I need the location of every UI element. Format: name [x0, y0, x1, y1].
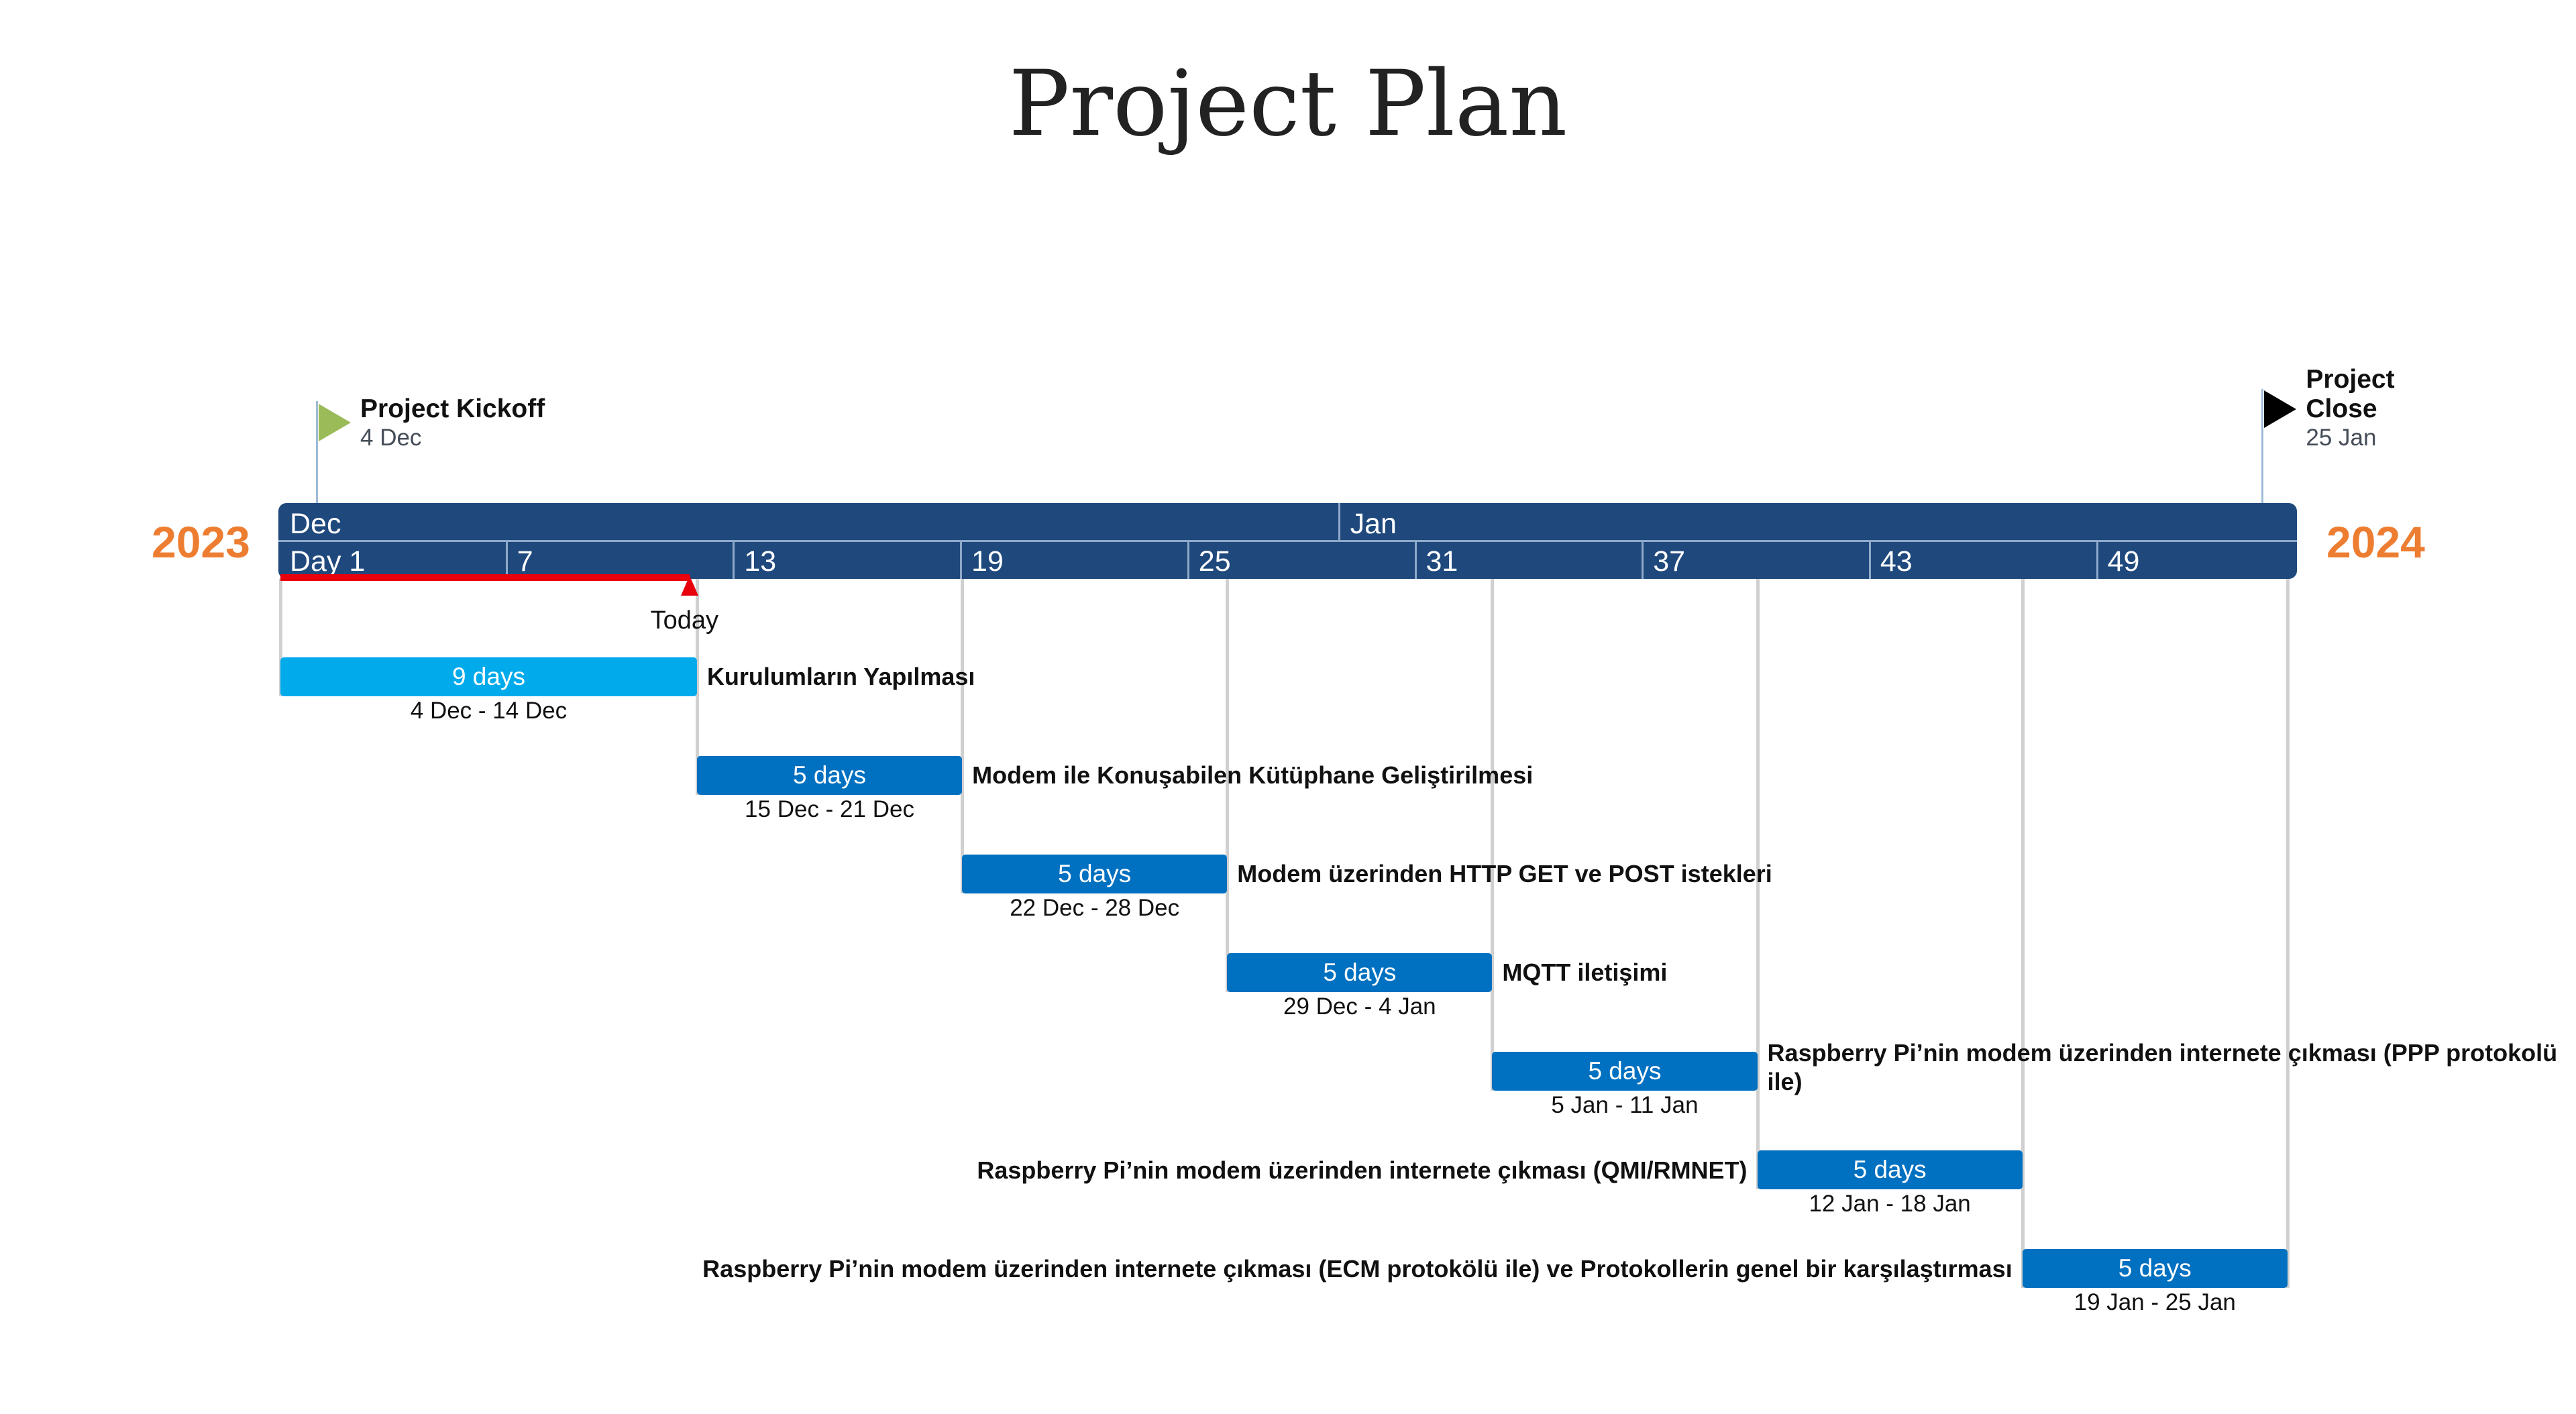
milestone-pole [316, 401, 318, 503]
task-name-label: MQTT iletişimi [1502, 959, 1668, 986]
day-tick-label: 31 [1426, 545, 1458, 578]
day-tick-divider [2096, 542, 2098, 579]
day-tick-divider [1868, 542, 1871, 579]
task-name-label: Raspberry Pi’nin modem üzerinden interne… [702, 1255, 2012, 1283]
day-tick-label: 7 [517, 545, 533, 578]
task-name-label: Raspberry Pi’nin modem üzerinden interne… [1767, 1039, 2558, 1095]
task-guide-line [2286, 579, 2290, 1288]
end-year-label: 2024 [2326, 517, 2425, 567]
timescale-row-divider [278, 540, 2297, 542]
month-label-jan: Jan [1350, 508, 1397, 540]
task-bar[interactable]: 5 days [2022, 1249, 2288, 1288]
task-guide-line [1756, 579, 1760, 1189]
today-label: Today [650, 606, 719, 635]
day-tick-label: 19 [971, 545, 1004, 578]
task-name-label: Modem ile Konuşabilen Kütüphane Geliştir… [972, 761, 1534, 789]
task-guide-line [2021, 579, 2025, 1288]
milestone-date: 4 Dec [360, 425, 422, 451]
day-tick-label: 49 [2107, 545, 2140, 578]
task-date-range: 15 Dec - 21 Dec [745, 796, 914, 822]
task-date-range: 22 Dec - 28 Dec [1010, 895, 1180, 921]
task-guide-line [695, 579, 699, 795]
milestone-title: Project Close [2306, 365, 2395, 423]
today-progress-line [280, 574, 690, 581]
task-name-label: Modem üzerinden HTTP GET ve POST istekle… [1237, 860, 1772, 887]
close-flag-icon [2264, 390, 2297, 428]
timescale-bar: Dec Jan Day 1 7 13 19 25 31 37 43 49 [278, 503, 2297, 579]
task-name-label: Kurulumların Yapılması [706, 663, 975, 690]
day-tick-divider [505, 542, 508, 579]
task-bar[interactable]: 5 days [962, 855, 1228, 893]
page-title: Project Plan [1008, 51, 1568, 156]
task-guide-line [1226, 579, 1230, 992]
task-name-label: Raspberry Pi’nin modem üzerinden interne… [977, 1156, 1748, 1184]
day-tick-label: 43 [1880, 545, 1913, 578]
task-bar[interactable]: 5 days [1492, 1052, 1758, 1091]
day-tick-label: 37 [1653, 545, 1686, 578]
day-tick-label: 25 [1198, 545, 1231, 578]
day-tick-divider [960, 542, 963, 579]
task-bar[interactable]: 9 days [280, 657, 697, 696]
start-year-label: 2023 [152, 517, 250, 567]
task-guide-line [1491, 579, 1495, 1091]
task-date-range: 12 Jan - 18 Jan [1809, 1191, 1971, 1217]
task-bar[interactable]: 5 days [1227, 953, 1493, 992]
day-tick-label: Day 1 [290, 545, 366, 578]
task-date-range: 5 Jan - 11 Jan [1551, 1092, 1699, 1118]
day-tick-divider [1414, 542, 1417, 579]
task-guide-line [279, 579, 282, 696]
milestone-pole [2261, 389, 2264, 503]
task-guide-line [961, 579, 965, 893]
milestone-date: 25 Jan [2306, 425, 2377, 451]
task-date-range: 4 Dec - 14 Dec [410, 698, 568, 724]
day-tick-divider [1642, 542, 1644, 579]
milestone-title: Project Kickoff [360, 394, 545, 423]
today-marker-icon [680, 576, 698, 596]
task-date-range: 29 Dec - 4 Jan [1283, 993, 1436, 1020]
task-date-range: 19 Jan - 25 Jan [2074, 1289, 2236, 1315]
day-tick-divider [733, 542, 735, 579]
day-tick-divider [1187, 542, 1189, 579]
day-tick-label: 13 [744, 545, 777, 578]
kickoff-flag-icon [319, 404, 351, 441]
month-divider [1338, 503, 1340, 540]
task-bar[interactable]: 5 days [696, 756, 963, 795]
month-label-dec: Dec [290, 508, 341, 540]
task-bar[interactable]: 5 days [1757, 1150, 2023, 1189]
